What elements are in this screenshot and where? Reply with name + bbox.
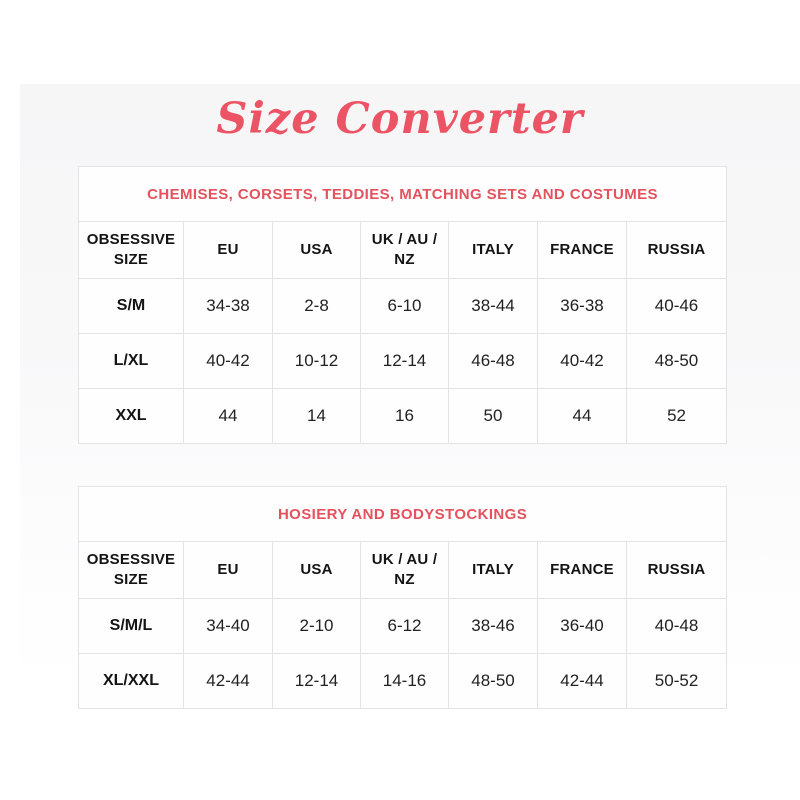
size-value: 50 [448, 388, 538, 444]
size-value: 36-40 [537, 598, 627, 654]
size-value: 40-42 [183, 333, 273, 389]
size-value: 36-38 [537, 278, 627, 334]
column-header-russia: RUSSIA [625, 221, 728, 279]
size-value: 48-50 [448, 653, 538, 709]
column-header-row: OBSESSIVE SIZE EU USA UK / AU / NZ ITALY… [78, 221, 728, 279]
size-value: 40-42 [537, 333, 627, 389]
table-row: XXL 44 14 16 50 44 52 [78, 388, 728, 444]
column-header-uk-au-nz: UK / AU / NZ [360, 221, 449, 279]
column-header-obsessive-size: OBSESSIVE SIZE [78, 541, 184, 599]
size-label: XXL [78, 388, 184, 444]
size-value: 12-14 [360, 333, 449, 389]
size-value: 38-46 [448, 598, 538, 654]
table-title-row: CHEMISES, CORSETS, TEDDIES, MATCHING SET… [77, 166, 728, 222]
size-value: 42-44 [183, 653, 273, 709]
table-row: XL/XXL 42-44 12-14 14-16 48-50 42-44 50-… [78, 653, 728, 709]
table-row: S/M 34-38 2-8 6-10 38-44 36-38 40-46 [78, 278, 728, 334]
size-value: 34-38 [183, 278, 273, 334]
size-value: 52 [625, 388, 728, 444]
column-header-france: FRANCE [537, 541, 627, 599]
size-value: 48-50 [625, 333, 728, 389]
column-header-row: OBSESSIVE SIZE EU USA UK / AU / NZ ITALY… [78, 541, 728, 599]
column-header-italy: ITALY [448, 221, 538, 279]
size-value: 6-10 [360, 278, 449, 334]
column-header-france: FRANCE [537, 221, 627, 279]
size-value: 2-10 [272, 598, 361, 654]
size-value: 14 [272, 388, 361, 444]
size-value: 44 [183, 388, 273, 444]
column-header-obsessive-size: OBSESSIVE SIZE [78, 221, 184, 279]
column-header-russia: RUSSIA [625, 541, 728, 599]
size-value: 34-40 [183, 598, 273, 654]
size-table-hosiery: HOSIERY AND BODYSTOCKINGS OBSESSIVE SIZE… [77, 486, 728, 709]
column-header-eu: EU [183, 541, 273, 599]
size-label: L/XL [78, 333, 184, 389]
size-value: 2-8 [272, 278, 361, 334]
column-header-usa: USA [272, 541, 361, 599]
table-row: L/XL 40-42 10-12 12-14 46-48 40-42 48-50 [78, 333, 728, 389]
column-header-eu: EU [183, 221, 273, 279]
size-value: 12-14 [272, 653, 361, 709]
column-header-italy: ITALY [448, 541, 538, 599]
page-title: Size Converter [216, 94, 584, 144]
size-table-chemises: CHEMISES, CORSETS, TEDDIES, MATCHING SET… [77, 166, 728, 444]
size-value: 38-44 [448, 278, 538, 334]
size-value: 16 [360, 388, 449, 444]
size-value: 44 [537, 388, 627, 444]
table-title: HOSIERY AND BODYSTOCKINGS [77, 486, 728, 542]
table-title-row: HOSIERY AND BODYSTOCKINGS [77, 486, 728, 542]
size-value: 50-52 [625, 653, 728, 709]
size-value: 42-44 [537, 653, 627, 709]
size-label: S/M [78, 278, 184, 334]
column-header-usa: USA [272, 221, 361, 279]
size-value: 6-12 [360, 598, 449, 654]
size-value: 46-48 [448, 333, 538, 389]
column-header-uk-au-nz: UK / AU / NZ [360, 541, 449, 599]
size-value: 40-46 [625, 278, 728, 334]
size-label: S/M/L [78, 598, 184, 654]
size-value: 10-12 [272, 333, 361, 389]
size-value: 14-16 [360, 653, 449, 709]
size-label: XL/XXL [78, 653, 184, 709]
table-row: S/M/L 34-40 2-10 6-12 38-46 36-40 40-48 [78, 598, 728, 654]
table-title: CHEMISES, CORSETS, TEDDIES, MATCHING SET… [77, 166, 728, 222]
size-value: 40-48 [625, 598, 728, 654]
